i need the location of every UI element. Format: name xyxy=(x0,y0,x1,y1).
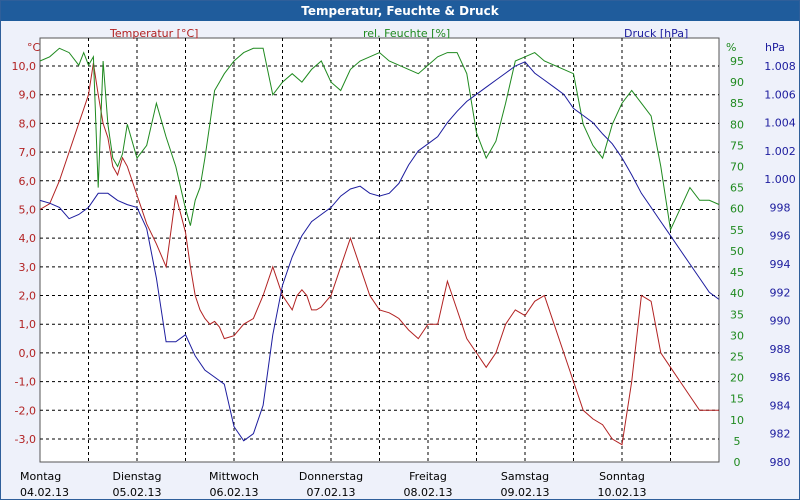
humidity-tick-label: 95 xyxy=(730,55,744,68)
temperature-tick-label: 7,0 xyxy=(19,146,37,159)
pressure-tick-label: 988 xyxy=(770,343,791,356)
temperature-tick-label: -2,0 xyxy=(15,404,36,417)
x-date-label: 04.02.13 xyxy=(20,486,69,499)
grid-lines xyxy=(40,38,719,462)
x-day-label: Sonntag xyxy=(599,470,645,483)
humidity-tick-label: 50 xyxy=(730,245,744,258)
pressure-tick-label: 1.002 xyxy=(764,145,796,158)
x-date-label: 10.02.13 xyxy=(598,486,647,499)
temperature-tick-label: -3,0 xyxy=(15,433,36,446)
x-day-label: Montag xyxy=(20,470,61,483)
x-date-label: 06.02.13 xyxy=(210,486,259,499)
pressure-tick-label: 980 xyxy=(770,456,791,469)
temperature-tick-label: 4,0 xyxy=(19,232,37,245)
pressure-tick-label: 982 xyxy=(770,428,791,441)
humidity-tick-label: 60 xyxy=(730,203,744,216)
temperature-tick-label: 5,0 xyxy=(19,203,37,216)
chart-title: Temperatur, Feuchte & Druck xyxy=(1,1,799,21)
temperature-series-header: Temperatur [°C] xyxy=(109,27,198,40)
humidity-tick-label: 20 xyxy=(730,372,744,385)
pressure-tick-label: 998 xyxy=(770,201,791,214)
temperature-tick-label: 6,0 xyxy=(19,175,37,188)
x-day-label: Dienstag xyxy=(112,470,161,483)
x-date-label: 05.02.13 xyxy=(113,486,162,499)
temperature-unit-label: °C xyxy=(27,41,41,54)
temperature-tick-label: -1,0 xyxy=(15,376,36,389)
humidity-tick-label: 65 xyxy=(730,182,744,195)
humidity-tick-label: 5 xyxy=(734,435,741,448)
pressure-tick-label: 1.008 xyxy=(764,60,796,73)
pressure-tick-label: 992 xyxy=(770,286,791,299)
humidity-tick-label: 75 xyxy=(730,139,744,152)
humidity-tick-label: 45 xyxy=(730,266,744,279)
humidity-tick-label: 70 xyxy=(730,161,744,174)
humidity-tick-label: 55 xyxy=(730,224,744,237)
humidity-tick-label: 40 xyxy=(730,287,744,300)
temperature-tick-label: 0,0 xyxy=(19,347,37,360)
temperature-tick-label: 8,0 xyxy=(19,117,37,130)
temperature-tick-label: 2,0 xyxy=(19,290,37,303)
humidity-tick-label: 15 xyxy=(730,393,744,406)
pressure-tick-label: 996 xyxy=(770,230,791,243)
humidity-tick-label: 0 xyxy=(734,456,741,469)
temperature-tick-label: 10,0 xyxy=(12,60,37,73)
humidity-series-header: rel. Feuchte [%] xyxy=(363,27,450,40)
x-day-label: Donnerstag xyxy=(299,470,363,483)
x-day-label: Samstag xyxy=(501,470,549,483)
series-line-temperature xyxy=(39,63,719,446)
humidity-tick-label: 25 xyxy=(730,350,744,363)
humidity-tick-label: 35 xyxy=(730,308,744,321)
humidity-unit-label: % xyxy=(726,41,736,54)
humidity-tick-label: 80 xyxy=(730,118,744,131)
x-date-label: 07.02.13 xyxy=(307,486,356,499)
pressure-tick-label: 984 xyxy=(770,399,791,412)
series-line-humidity xyxy=(39,47,720,232)
x-day-label: Mittwoch xyxy=(209,470,259,483)
pressure-tick-label: 990 xyxy=(770,315,791,328)
pressure-unit-label: hPa xyxy=(765,41,785,54)
axis-layer: 10,0 9,0 8,0 7,0 6,0 5,0 4,0 3,0 2,0 1,0 0,0 -1,0 -2… xyxy=(12,27,796,499)
x-day-label: Freitag xyxy=(409,470,447,483)
series-layer xyxy=(39,47,720,446)
humidity-tick-label: 90 xyxy=(730,76,744,89)
x-date-label: 08.02.13 xyxy=(404,486,453,499)
temperature-tick-label: 9,0 xyxy=(19,89,37,102)
temperature-tick-label: 1,0 xyxy=(19,318,37,331)
pressure-series-header: Druck [hPa] xyxy=(624,27,688,40)
pressure-tick-label: 994 xyxy=(770,258,791,271)
x-date-label: 09.02.13 xyxy=(501,486,550,499)
humidity-tick-label: 30 xyxy=(730,329,744,342)
pressure-tick-label: 1.000 xyxy=(764,173,796,186)
humidity-tick-label: 10 xyxy=(730,414,744,427)
pressure-tick-label: 1.006 xyxy=(764,88,796,101)
series-line-pressure xyxy=(39,61,720,442)
pressure-tick-label: 1.004 xyxy=(764,117,796,130)
temperature-tick-label: 3,0 xyxy=(19,261,37,274)
humidity-tick-label: 85 xyxy=(730,97,744,110)
pressure-tick-label: 986 xyxy=(770,371,791,384)
